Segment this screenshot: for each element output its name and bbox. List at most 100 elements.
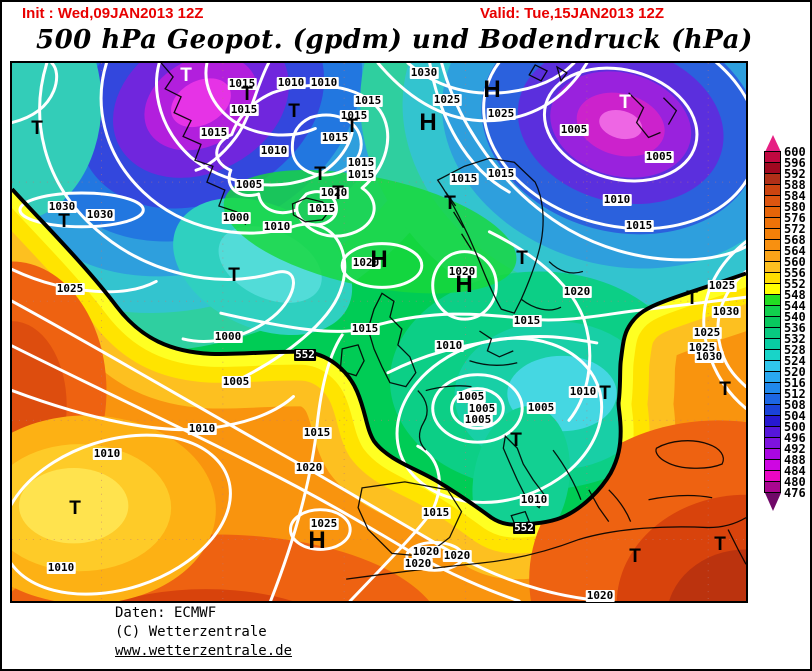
isobar-label: 1020 [351, 256, 381, 269]
isobar-label: 1020 [319, 186, 349, 199]
low-center-marker: T [510, 430, 522, 451]
high-center-marker: H [419, 109, 437, 136]
isobar-label: 1015 [302, 426, 332, 439]
isobar-label: 1005 [467, 402, 497, 415]
colorbar-tick-label: 484 [784, 464, 806, 478]
isobar-label: 1015 [227, 77, 257, 90]
low-center-marker: T [314, 164, 326, 185]
isobar-label: 1015 [421, 506, 451, 519]
isobar-label: 1010 [262, 220, 292, 233]
footer-data-source: Daten: ECMWF [115, 605, 217, 621]
isobar-label: 1015 [320, 131, 350, 144]
isobar-label: 1030 [711, 305, 741, 318]
colorbar-tick-label: 600 [784, 145, 806, 159]
low-center-marker: T [241, 84, 253, 105]
weather-map: 1015 1015 1015 1005 1000 1030 1030 1010 1010 1015… [10, 61, 748, 603]
colorbar-arrow-top-icon [765, 135, 781, 152]
isobar-label: 1015 [512, 314, 542, 327]
isobar-label: 1010 [92, 447, 122, 460]
colorbar-tick-label: 576 [784, 211, 806, 225]
colorbar-tick-label: 516 [784, 376, 806, 390]
valid-time-label: Valid: Tue,15JAN2013 12Z [480, 5, 664, 22]
colorbar-tick-label: 532 [784, 332, 806, 346]
colorbar-tick-label: 584 [784, 189, 806, 203]
colorbar-tick-label: 548 [784, 288, 806, 302]
isobar-label: 1000 [213, 330, 243, 343]
colorbar-boxes [764, 151, 810, 493]
isobar-label: 1030 [85, 208, 115, 221]
footer-website-link[interactable]: www.wetterzentrale.de [115, 643, 293, 659]
colorbar-tick-label: 512 [784, 387, 806, 401]
colorbar-tick-label: 544 [784, 299, 806, 313]
map-overlay: 1015 1015 1015 1005 1000 1030 1030 1010 1010 1015… [12, 63, 746, 602]
isobar-label: 1015 [307, 202, 337, 215]
colorbar-tick-label: 500 [784, 420, 806, 434]
footer-copyright: (C) Wetterzentrale [115, 624, 267, 640]
low-center-marker: T [69, 498, 81, 519]
colorbar-tick-label: 556 [784, 266, 806, 280]
colorbar-tick-label: 596 [784, 156, 806, 170]
isobar-label: 1010 [434, 339, 464, 352]
colorbar-tick-label: 508 [784, 398, 806, 412]
isobar-label: 1030 [694, 350, 724, 363]
trough-shading [12, 63, 689, 554]
isobar-label: 1000 [221, 211, 251, 224]
colorbar-tick-label: 536 [784, 321, 806, 335]
high-center-marker: H [483, 76, 501, 103]
isobar-label: 1010 [309, 76, 339, 89]
isobar-label: 1025 [707, 279, 737, 292]
map-graphics [12, 63, 746, 601]
isobar-label: 1015 [624, 219, 654, 232]
colorbar-arrow-bottom-icon [765, 493, 781, 511]
isobar-label: 1005 [526, 401, 556, 414]
colorbar-tick-label: 540 [784, 310, 806, 324]
low-center-marker: T [228, 265, 240, 286]
colorbar-tick-label: 480 [784, 475, 806, 489]
isobar-label: 1005 [463, 413, 493, 426]
isobar-label: 1020 [442, 549, 472, 562]
colorbar-tick-label: 528 [784, 343, 806, 357]
isobar-label: 1020 [403, 557, 433, 570]
isobar-label: 1015 [339, 109, 369, 122]
isobar-label: 1025 [432, 93, 462, 106]
isobar-label: 1025 [692, 326, 722, 339]
low-center-marker: T [332, 183, 344, 204]
colorbar-tick-label: 568 [784, 233, 806, 247]
isobar-label: 1010 [519, 493, 549, 506]
colorbar: 600 596 592 588 584 580 576 572 568 564 560 556 552 5… [764, 135, 810, 511]
isobar-label: 1010 [568, 385, 598, 398]
colorbar-tick-label: 564 [784, 244, 806, 258]
low-center-marker: T [58, 211, 70, 232]
isobar-label: 1015 [353, 94, 383, 107]
isobar-label: 1010 [187, 422, 217, 435]
isobar-label: 1005 [221, 375, 251, 388]
isobar-label: 1015 [346, 156, 376, 169]
low-center-marker: T [180, 65, 192, 86]
low-center-marker: T [629, 546, 641, 567]
low-center-marker: T [31, 118, 43, 139]
isobar-label: 1015 [229, 103, 259, 116]
low-center-marker: T [288, 101, 300, 122]
isobar-label: 1005 [644, 150, 674, 163]
colorbar-tick-label: 580 [784, 200, 806, 214]
low-center-marker: T [516, 248, 528, 269]
contour-552 [12, 187, 746, 527]
thick-contour-label: 552 [513, 521, 535, 534]
colorbar-tick-label: 588 [784, 178, 806, 192]
low-center-marker: T [686, 288, 698, 309]
isobar-label: 1010 [602, 193, 632, 206]
low-center-marker: T [346, 116, 358, 137]
isobar-label: 1020 [562, 285, 592, 298]
colorbar-tick-label: 560 [784, 255, 806, 269]
isobar-label: 1015 [346, 168, 376, 181]
thick-contour-label: 552 [294, 348, 316, 361]
isobar-label: 1010 [276, 76, 306, 89]
isobar-label: 1020 [294, 461, 324, 474]
isobar-label: 1015 [350, 322, 380, 335]
colorbar-tick-label: 520 [784, 365, 806, 379]
low-center-marker: T [599, 383, 611, 404]
isobar-label: 1020 [585, 589, 615, 602]
colorbar-tick-label: 552 [784, 277, 806, 291]
isobar-label: 1030 [409, 66, 439, 79]
